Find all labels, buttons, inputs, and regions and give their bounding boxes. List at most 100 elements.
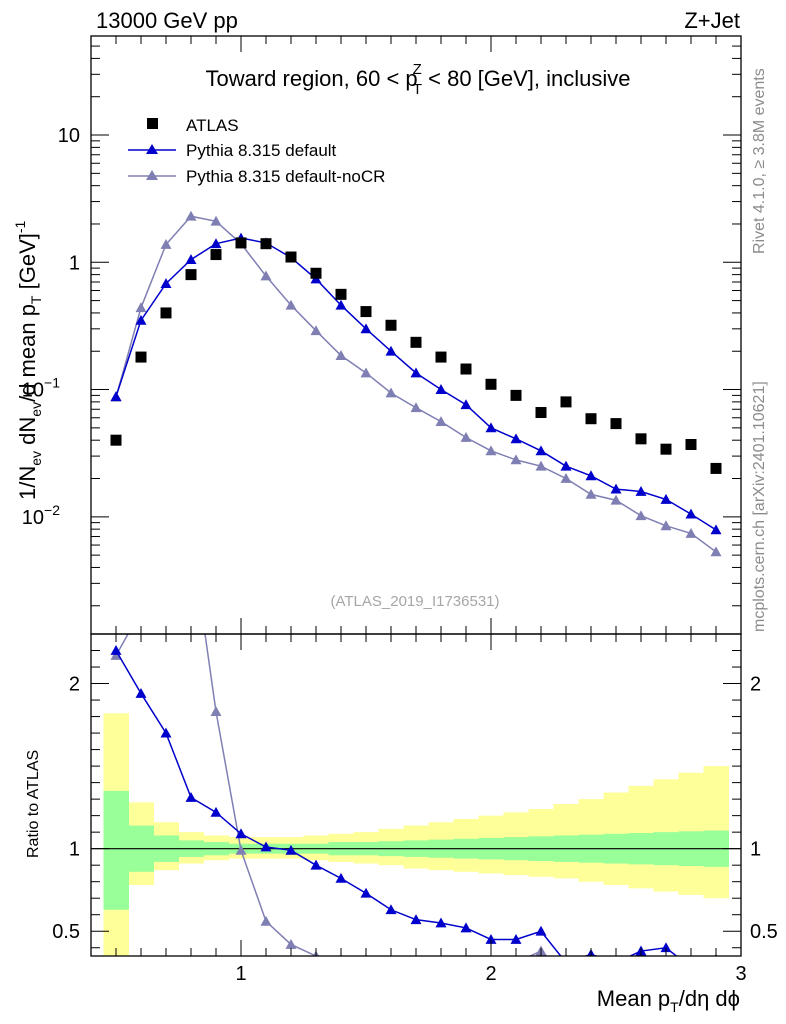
atlas-data-point	[585, 413, 597, 425]
legend-nocr-label: Pythia 8.315 default-noCR	[186, 167, 385, 186]
main-marker-default	[510, 433, 522, 444]
ratio-line-nocr	[115, 634, 548, 956]
axes: 1 2 3 10 1 10−1 10−2 0.5 0.5 1 1 2 2	[22, 35, 778, 985]
ratio-marker-default	[185, 791, 197, 802]
ratio-marker-nocr	[210, 706, 222, 717]
ratio-marker-default	[485, 933, 497, 944]
ratio-marker-nocr	[386, 960, 397, 970]
x-tick-label: 1	[235, 963, 246, 985]
y-tick-label: 10	[58, 125, 80, 147]
x-tick-label: 3	[735, 963, 746, 985]
ratio-marker-default	[435, 917, 447, 928]
ratio-marker-default	[310, 859, 322, 870]
legend-default-label: Pythia 8.315 default	[186, 141, 337, 160]
main-panel	[110, 210, 722, 557]
main-marker-nocr	[535, 460, 547, 471]
main-marker-default	[710, 524, 722, 535]
ratio-marker-default	[335, 872, 347, 883]
legend-atlas-label: ATLAS	[186, 116, 239, 135]
ratio-marker-default	[385, 904, 397, 915]
main-marker-nocr	[510, 454, 522, 465]
y-tick-label: 10−1	[22, 375, 60, 402]
main-marker-nocr	[660, 520, 672, 531]
main-marker-nocr	[285, 299, 297, 310]
main-marker-default	[635, 486, 647, 496]
main-marker-nocr	[610, 494, 622, 505]
ratio-marker-default	[135, 687, 147, 698]
ratio-marker-nocr	[461, 960, 472, 970]
main-line-nocr	[115, 215, 717, 553]
main-marker-default	[135, 314, 147, 325]
ratio-marker-default	[160, 727, 172, 738]
atlas-data-point	[385, 319, 397, 331]
y-axis-label: 1/Nev dNev/d mean pT [GeV]-1	[12, 220, 44, 500]
main-marker-nocr	[435, 416, 447, 426]
panel-title: Toward region, 60 < pZ T < 80 [GeV], incl…	[205, 61, 630, 98]
atlas-data-point	[535, 407, 547, 419]
atlas-data-point	[110, 434, 122, 446]
ratio-marker-nocr	[686, 975, 697, 985]
ratio-marker-nocr	[436, 957, 447, 967]
main-marker-default	[485, 422, 497, 433]
atlas-data-point	[410, 336, 422, 348]
atlas-data-point	[610, 418, 622, 430]
atlas-data-point	[660, 443, 672, 455]
ratio-marker-default	[561, 957, 572, 967]
ratio-y-tick-label-left: 0.5	[52, 921, 80, 943]
ratio-y-tick-label-right: 2	[750, 674, 761, 696]
main-marker-default	[585, 470, 597, 481]
ratio-marker-nocr	[511, 957, 522, 967]
ratio-marker-nocr	[661, 967, 672, 977]
ratio-marker-default	[360, 887, 372, 898]
ratio-marker-nocr	[611, 967, 622, 977]
main-marker-nocr	[310, 325, 322, 336]
main-marker-nocr	[135, 302, 147, 313]
ratio-marker-default	[235, 828, 247, 839]
atlas-data-point	[310, 267, 322, 279]
ratio-y-tick-label-right: 0.5	[750, 921, 778, 943]
atlas-data-point	[360, 306, 372, 318]
ratio-y-tick-label-left: 2	[69, 674, 80, 696]
ratio-marker-default	[611, 957, 622, 967]
ratio-marker-nocr	[561, 967, 572, 977]
ratio-marker-nocr	[711, 972, 722, 982]
main-marker-nocr	[635, 510, 647, 521]
atlas-data-point	[635, 433, 647, 445]
atlas-data-point	[685, 439, 697, 451]
atlas-data-point	[335, 288, 347, 300]
atlas-data-point	[460, 363, 472, 375]
legend-default-marker	[146, 144, 158, 154]
main-marker-default	[335, 299, 347, 310]
top-right-label: Z+Jet	[684, 8, 740, 33]
ratio-marker-default	[110, 645, 122, 655]
main-marker-default	[685, 508, 697, 519]
main-marker-default	[185, 254, 197, 264]
main-marker-nocr	[335, 350, 347, 360]
main-marker-default	[410, 367, 422, 378]
ratio-band-inner-bin	[103, 790, 129, 910]
ratio-marker-nocr	[636, 967, 647, 977]
main-line-default	[115, 237, 717, 531]
y-tick-label: 10−2	[22, 502, 60, 529]
atlas-data-point	[260, 238, 272, 250]
main-marker-default	[560, 460, 572, 471]
atlas-data-point	[235, 237, 247, 249]
main-marker-default	[160, 278, 172, 289]
main-marker-nocr	[585, 488, 597, 499]
ratio-marker-nocr	[136, 605, 147, 615]
main-marker-default	[460, 399, 472, 410]
main-marker-nocr	[560, 473, 572, 483]
atlas-data-point	[185, 269, 197, 281]
ratio-y-tick-label-right: 1	[750, 839, 761, 861]
ratio-marker-nocr	[586, 967, 597, 977]
main-marker-default	[535, 445, 547, 456]
top-left-label: 13000 GeV pp	[96, 8, 238, 33]
main-marker-nocr	[410, 402, 422, 413]
atlas-data-point	[435, 351, 447, 363]
main-marker-nocr	[485, 445, 497, 456]
ratio-y-tick-label-left: 1	[69, 839, 80, 861]
main-marker-nocr	[460, 431, 472, 442]
main-marker-nocr	[360, 367, 372, 378]
legend-nocr-marker	[146, 170, 158, 180]
main-marker-default	[385, 345, 397, 356]
